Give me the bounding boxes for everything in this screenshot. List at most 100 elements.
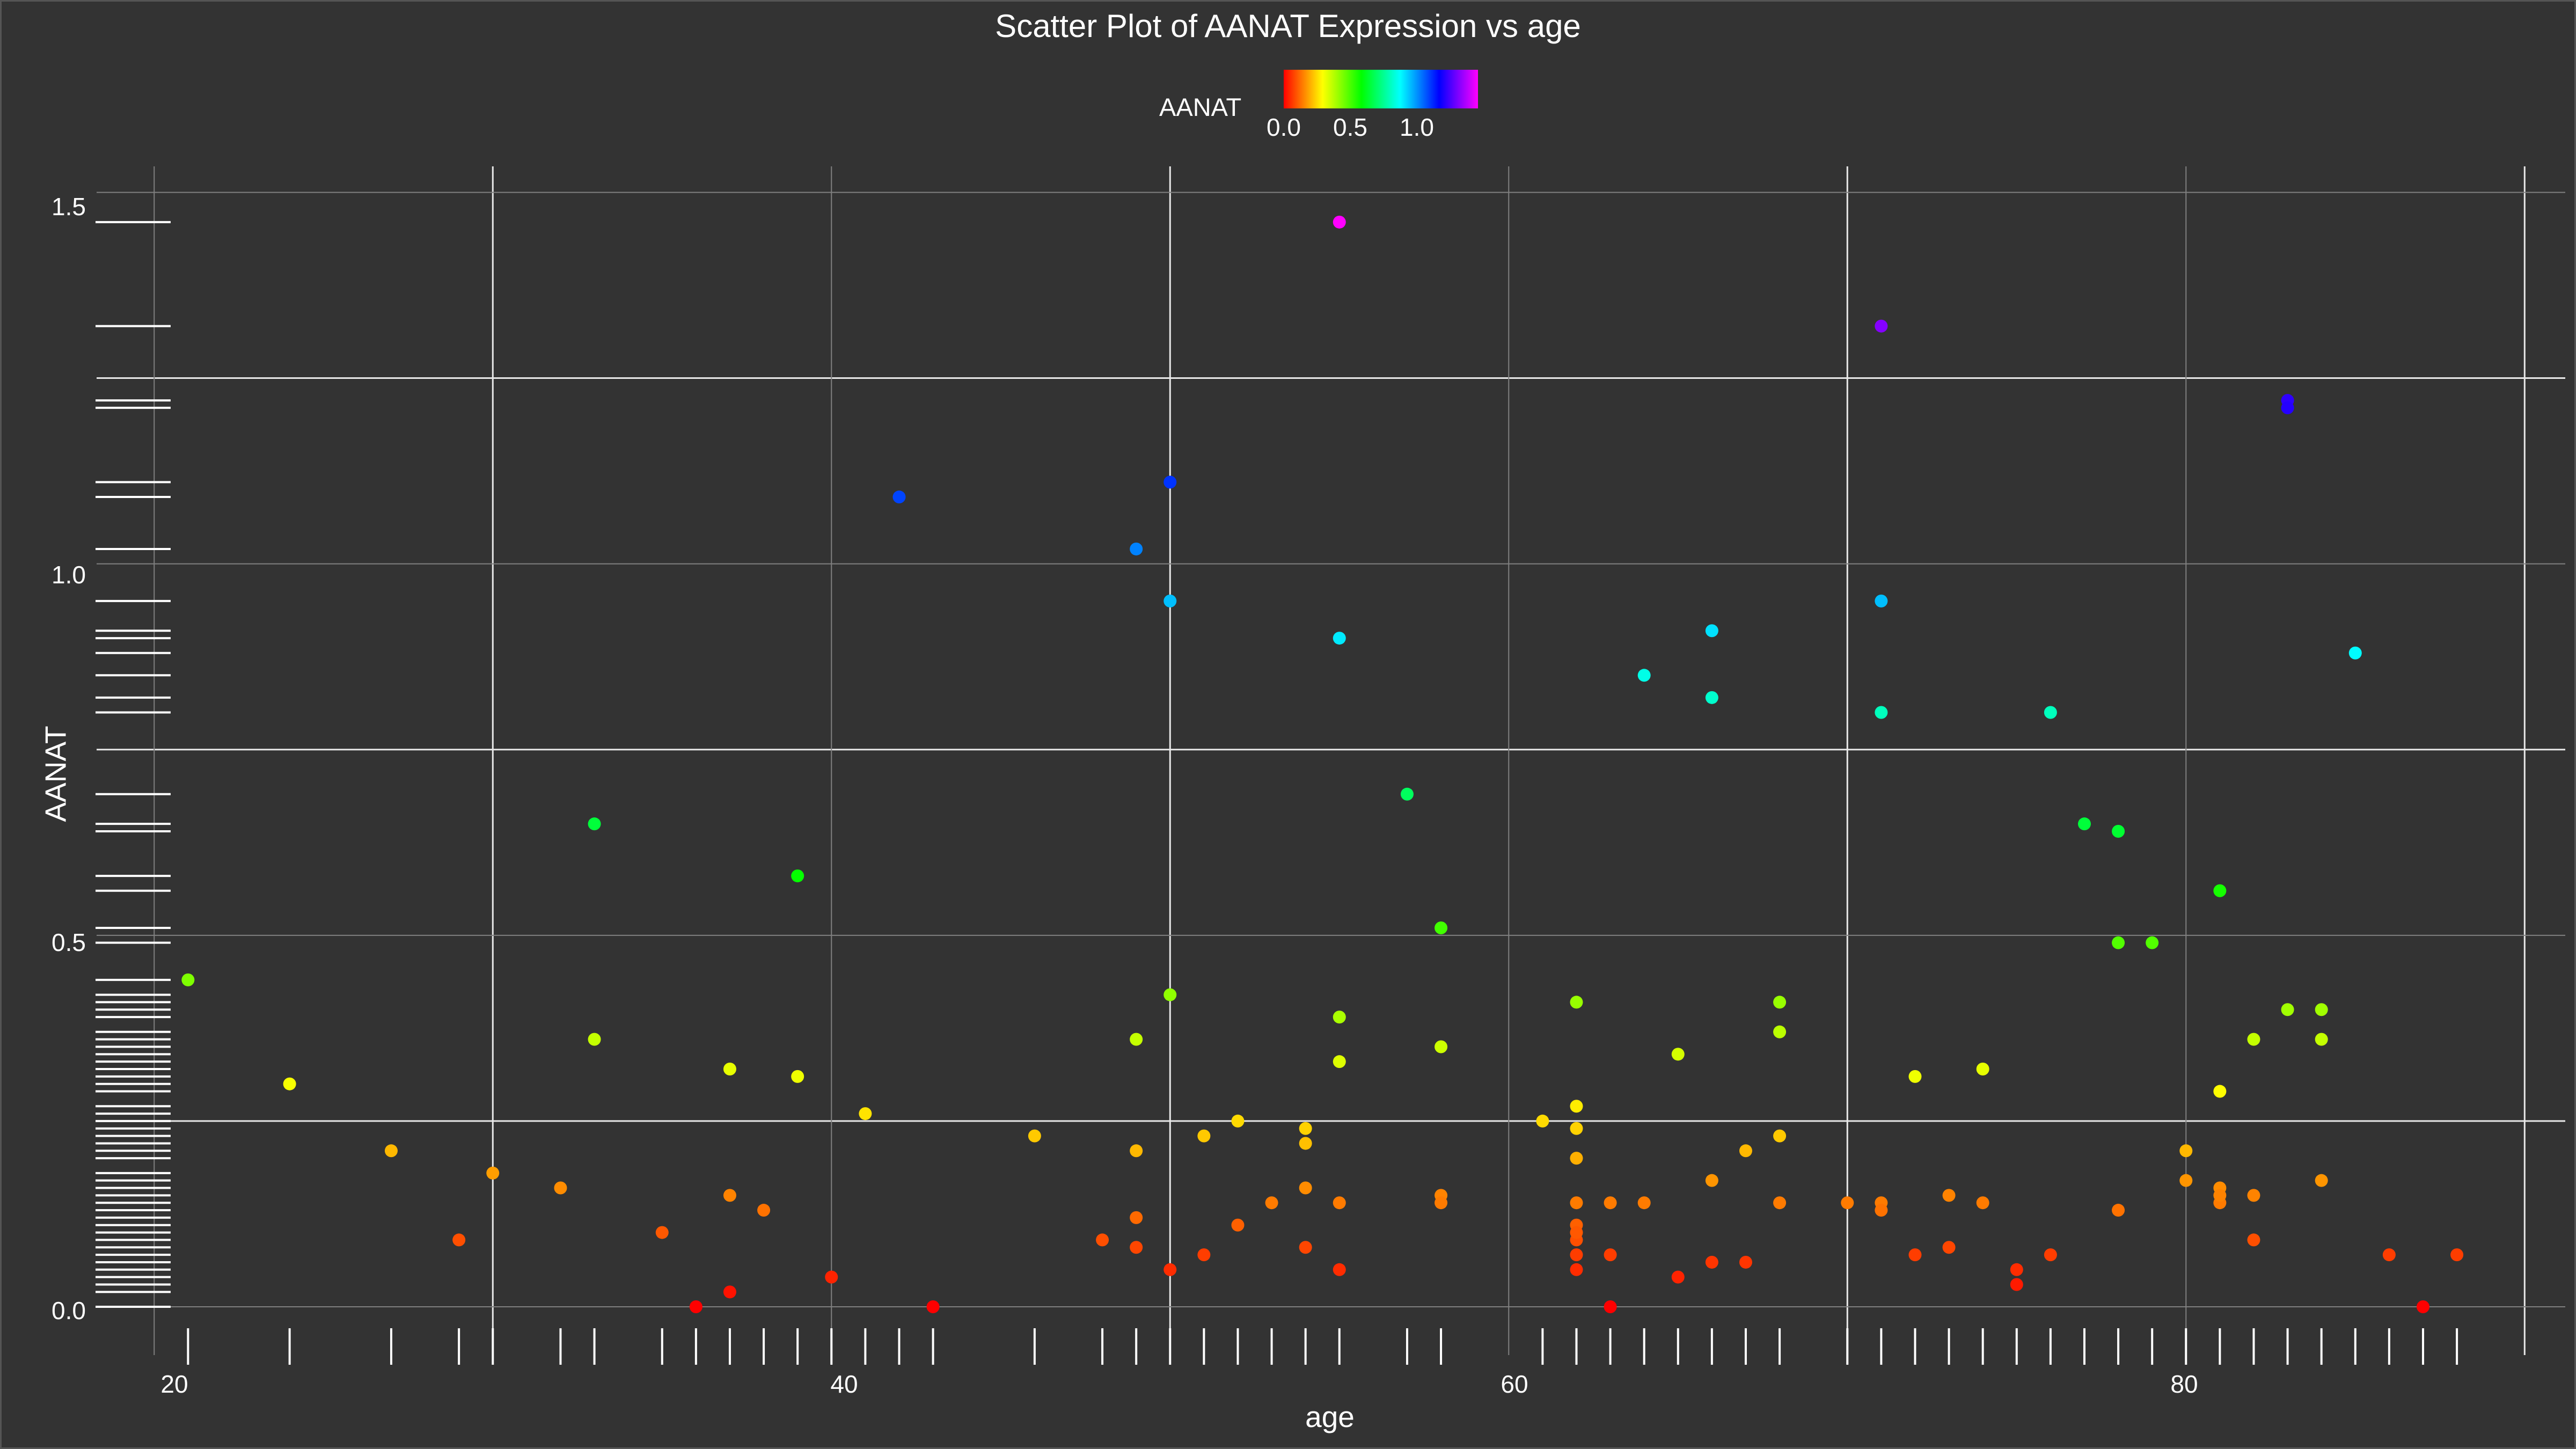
data-point	[1028, 1129, 1041, 1143]
data-point	[1570, 1248, 1583, 1262]
data-point	[2348, 646, 2362, 660]
data-point	[1231, 1218, 1245, 1232]
data-point	[2010, 1263, 2023, 1276]
data-point	[1773, 996, 1787, 1009]
data-point	[588, 817, 601, 831]
data-point	[1536, 1114, 1549, 1128]
data-point	[1400, 787, 1414, 801]
data-point	[1570, 1196, 1583, 1210]
data-point	[1299, 1137, 1312, 1150]
data-point	[1197, 1129, 1211, 1143]
x-tick-label: 80	[2170, 1370, 2198, 1398]
data-point	[1333, 1055, 1346, 1069]
data-point	[486, 1166, 500, 1180]
data-point	[1875, 1204, 1888, 1217]
y-tick-label: 0.5	[52, 928, 86, 956]
data-point	[1570, 1152, 1583, 1165]
colorbar-tick-label: 0.5	[1333, 113, 1367, 141]
data-point	[2315, 1174, 2328, 1187]
y-axis-label: AANAT	[39, 726, 72, 822]
data-point	[2044, 1248, 2057, 1262]
data-point	[1333, 1196, 1346, 1210]
data-point	[2416, 1300, 2429, 1314]
data-point	[2213, 1189, 2227, 1202]
data-point	[2213, 1085, 2227, 1098]
data-point	[757, 1204, 771, 1217]
data-point	[892, 491, 906, 504]
data-point	[1908, 1248, 1922, 1262]
colorbar-title: AANAT	[1159, 93, 1242, 121]
data-point	[1637, 669, 1651, 682]
y-rug	[96, 221, 171, 1308]
data-point	[689, 1300, 702, 1314]
data-point	[1705, 1174, 1718, 1187]
data-point	[723, 1063, 736, 1076]
data-point	[1333, 1011, 1346, 1024]
data-point	[1333, 1263, 1346, 1276]
data-point	[655, 1226, 669, 1239]
data-point	[2112, 825, 2125, 838]
x-axis-label: age	[1305, 1400, 1355, 1433]
major-gridlines	[97, 166, 2565, 1355]
data-point	[723, 1189, 736, 1202]
data-point	[384, 1144, 398, 1158]
data-point	[1942, 1189, 1956, 1202]
data-point	[2315, 1033, 2328, 1046]
data-point	[825, 1270, 838, 1284]
data-point	[1875, 319, 1888, 333]
data-point	[1299, 1241, 1312, 1254]
data-point	[1265, 1196, 1278, 1210]
data-point	[2281, 401, 2294, 414]
data-point	[1570, 1263, 1583, 1276]
colorbar-tick-label: 1.0	[1400, 113, 1434, 141]
data-point	[1773, 1129, 1787, 1143]
minor-gridlines	[97, 166, 2565, 1355]
data-point	[1197, 1248, 1211, 1262]
data-point	[1163, 594, 1177, 608]
data-point	[926, 1300, 940, 1314]
data-point	[1570, 1100, 1583, 1113]
data-points	[181, 215, 2464, 1314]
data-point	[1231, 1114, 1245, 1128]
data-point	[1130, 1241, 1143, 1254]
data-point	[1130, 1144, 1143, 1158]
data-point	[791, 869, 804, 883]
data-point	[859, 1107, 872, 1121]
data-point	[1435, 921, 1448, 934]
data-point	[1773, 1025, 1787, 1038]
data-point	[1705, 1255, 1718, 1269]
data-point	[1671, 1048, 1685, 1061]
data-point	[1908, 1070, 1922, 1083]
data-point	[1604, 1248, 1617, 1262]
data-point	[283, 1077, 296, 1091]
data-point	[1163, 475, 1177, 489]
data-point	[1333, 632, 1346, 645]
x-tick-label: 20	[160, 1370, 188, 1398]
data-point	[1604, 1196, 1617, 1210]
x-tick-label: 40	[830, 1370, 858, 1398]
colorbar	[1284, 70, 1478, 108]
data-point	[2112, 1204, 2125, 1217]
data-point	[2179, 1144, 2193, 1158]
data-point	[2146, 936, 2159, 949]
data-point	[1299, 1122, 1312, 1135]
data-point	[2213, 884, 2227, 897]
data-point	[1875, 706, 1888, 719]
data-point	[2382, 1248, 2396, 1262]
data-point	[1570, 996, 1583, 1009]
data-point	[554, 1181, 567, 1195]
data-point	[2247, 1033, 2260, 1046]
y-tick-label: 1.5	[52, 193, 86, 221]
data-point	[2044, 706, 2057, 719]
data-point	[452, 1233, 466, 1247]
data-point	[1096, 1233, 1109, 1247]
data-point	[1570, 1226, 1583, 1239]
data-point	[1130, 1033, 1143, 1046]
x-rug	[187, 1328, 2458, 1365]
data-point	[1976, 1196, 1989, 1210]
data-point	[1570, 1122, 1583, 1135]
data-point	[1739, 1144, 1752, 1158]
data-point	[2281, 1003, 2294, 1016]
